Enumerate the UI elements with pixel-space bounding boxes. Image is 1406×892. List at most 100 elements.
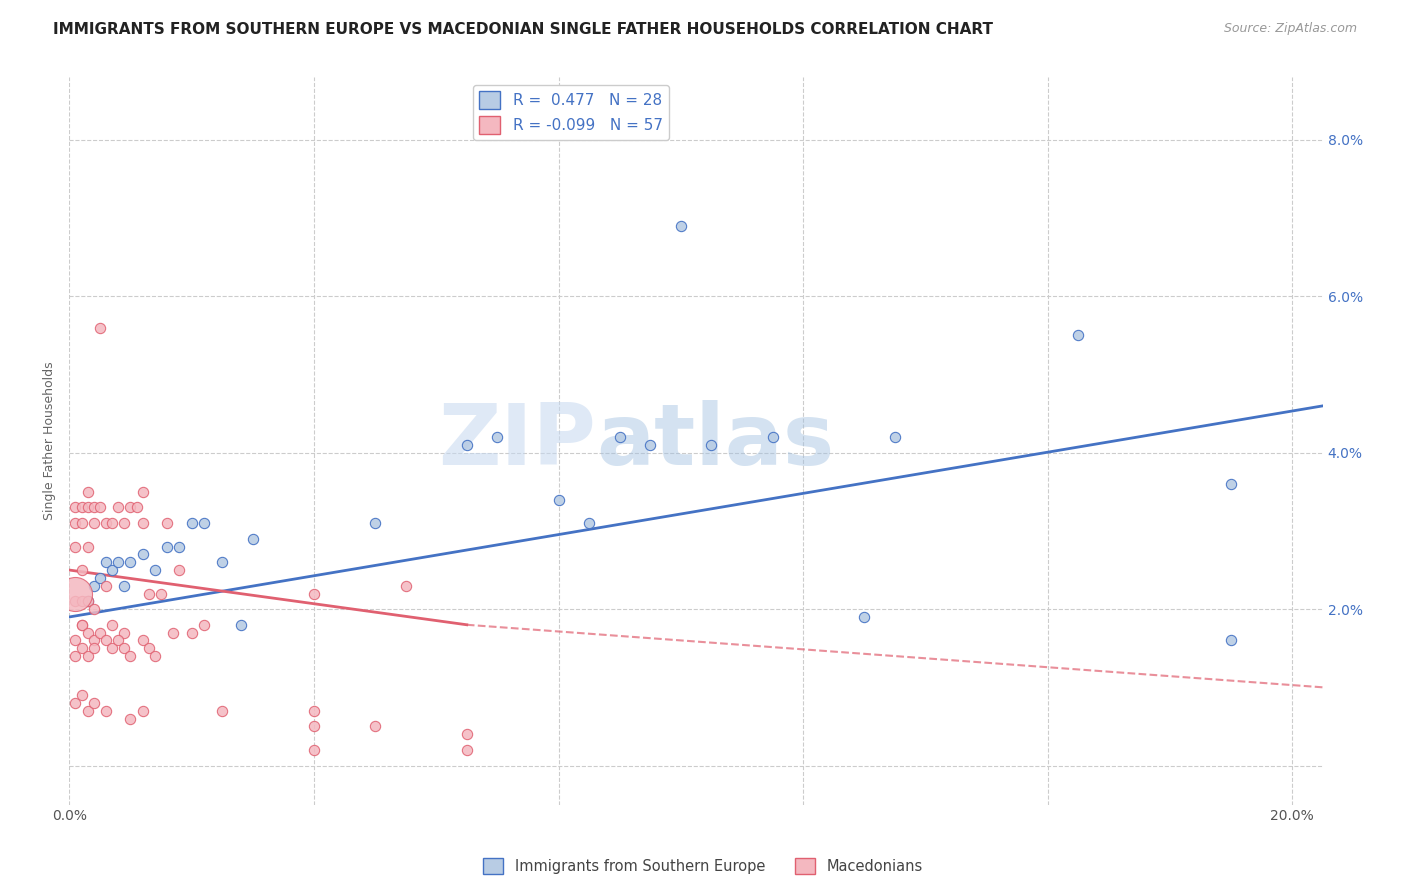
Point [853,610,876,624]
Point [193,516,215,530]
Point [302,586,325,600]
Point [101,641,124,656]
Point [456,743,478,757]
Text: ZIP: ZIP [439,400,596,483]
Point [180,516,202,530]
Point [112,579,135,593]
Point [169,540,191,554]
Point [83,579,105,593]
Point [1067,328,1090,343]
Point [120,555,142,569]
Point [76,484,98,499]
Point [107,500,129,515]
Point [180,625,202,640]
Point [65,586,87,600]
Point [131,633,153,648]
Point [125,500,148,515]
Text: Source: ZipAtlas.com: Source: ZipAtlas.com [1223,22,1357,36]
Point [76,648,98,663]
Point [89,571,111,585]
Point [700,438,723,452]
Point [156,540,179,554]
Point [70,500,93,515]
Point [83,641,105,656]
Point [107,633,129,648]
Point [1220,477,1243,491]
Point [83,500,105,515]
Point [138,586,160,600]
Point [89,320,111,334]
Point [94,633,117,648]
Point [143,563,166,577]
Point [364,719,387,733]
Point [547,492,569,507]
Point [76,704,98,718]
Point [101,563,124,577]
Point [112,625,135,640]
Point [131,548,153,562]
Point [156,516,179,530]
Point [83,516,105,530]
Legend: R =  0.477   N = 28, R = -0.099   N = 57: R = 0.477 N = 28, R = -0.099 N = 57 [472,85,669,140]
Point [638,438,661,452]
Point [76,594,98,608]
Point [65,540,87,554]
Point [83,602,105,616]
Legend: Immigrants from Southern Europe, Macedonians: Immigrants from Southern Europe, Macedon… [477,852,929,880]
Point [65,500,87,515]
Point [89,500,111,515]
Point [120,712,142,726]
Point [65,594,87,608]
Point [150,586,173,600]
Point [107,555,129,569]
Point [70,641,93,656]
Point [131,516,153,530]
Point [486,430,509,444]
Text: atlas: atlas [596,400,834,483]
Point [883,430,905,444]
Point [76,625,98,640]
Point [94,516,117,530]
Point [65,648,87,663]
Point [94,704,117,718]
Point [456,438,478,452]
Point [70,688,93,702]
Point [138,641,160,656]
Point [70,617,93,632]
Point [101,516,124,530]
Point [70,516,93,530]
Point [302,704,325,718]
Point [89,625,111,640]
Point [761,430,783,444]
Point [70,563,93,577]
Point [302,743,325,757]
Point [65,696,87,710]
Point [578,516,600,530]
Text: IMMIGRANTS FROM SOUTHERN EUROPE VS MACEDONIAN SINGLE FATHER HOUSEHOLDS CORRELATI: IMMIGRANTS FROM SOUTHERN EUROPE VS MACED… [53,22,994,37]
Point [94,555,117,569]
Point [131,704,153,718]
Point [120,648,142,663]
Point [70,617,93,632]
Point [143,648,166,663]
Point [395,579,418,593]
Point [456,727,478,741]
Point [211,555,233,569]
Point [65,633,87,648]
Point [83,696,105,710]
Point [609,430,631,444]
Point [169,563,191,577]
Point [131,484,153,499]
Point [94,579,117,593]
Point [1220,633,1243,648]
Point [70,594,93,608]
Point [76,540,98,554]
Point [112,516,135,530]
Point [193,617,215,632]
Point [101,617,124,632]
Point [229,617,252,632]
Point [76,500,98,515]
Point [364,516,387,530]
Point [65,516,87,530]
Point [83,633,105,648]
